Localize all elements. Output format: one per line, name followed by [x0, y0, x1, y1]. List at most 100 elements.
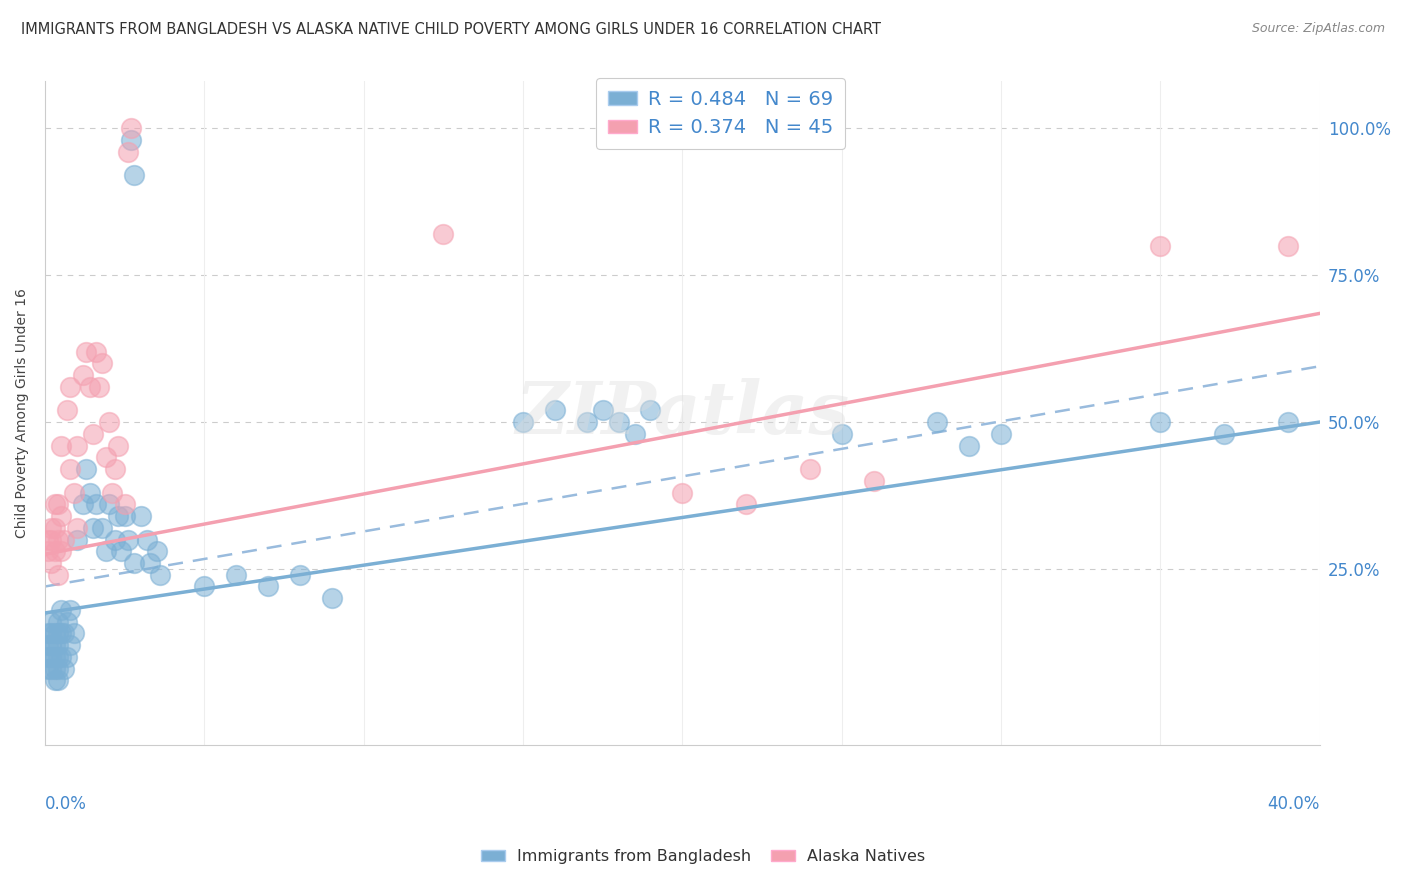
Point [735, 497, 758, 511]
Point [41, 556, 63, 570]
Point [257, 579, 280, 593]
Point [136, 533, 159, 547]
Point [46, 626, 69, 640]
Point [671, 485, 693, 500]
Point [104, 462, 127, 476]
Point [862, 474, 884, 488]
Point [120, 121, 142, 136]
Point [114, 508, 136, 523]
Point [44, 650, 66, 665]
Point [53, 662, 76, 676]
Point [1277, 415, 1299, 429]
Point [114, 497, 136, 511]
Point [56, 615, 79, 629]
Point [193, 579, 215, 593]
Point [46, 673, 69, 688]
Point [37, 544, 59, 558]
Point [46, 567, 69, 582]
Point [53, 533, 76, 547]
Point [59, 638, 82, 652]
Point [46, 497, 69, 511]
Point [89, 380, 111, 394]
Point [37, 626, 59, 640]
Point [432, 227, 454, 241]
Legend: R = 0.484   N = 69, R = 0.374   N = 45: R = 0.484 N = 69, R = 0.374 N = 45 [596, 78, 845, 149]
Point [79, 380, 101, 394]
Point [37, 533, 59, 547]
Point [84, 497, 107, 511]
Point [82, 521, 104, 535]
Point [122, 169, 145, 183]
Point [831, 426, 853, 441]
Point [512, 415, 534, 429]
Point [44, 638, 66, 652]
Point [41, 638, 63, 652]
Point [41, 626, 63, 640]
Point [129, 508, 152, 523]
Point [97, 497, 120, 511]
Point [107, 438, 129, 452]
Point [46, 615, 69, 629]
Point [59, 462, 82, 476]
Point [94, 450, 117, 465]
Point [84, 344, 107, 359]
Point [66, 438, 89, 452]
Point [56, 650, 79, 665]
Legend: Immigrants from Bangladesh, Alaska Natives: Immigrants from Bangladesh, Alaska Nativ… [474, 843, 932, 871]
Point [56, 403, 79, 417]
Point [110, 544, 132, 558]
Point [117, 533, 139, 547]
Y-axis label: Child Poverty Among Girls Under 16: Child Poverty Among Girls Under 16 [15, 288, 30, 538]
Point [41, 533, 63, 547]
Text: 40.0%: 40.0% [1267, 795, 1320, 813]
Point [640, 403, 662, 417]
Point [149, 567, 172, 582]
Point [75, 462, 97, 476]
Point [957, 438, 980, 452]
Point [49, 650, 72, 665]
Point [120, 133, 142, 147]
Point [321, 591, 343, 606]
Point [59, 380, 82, 394]
Point [139, 556, 162, 570]
Point [101, 485, 124, 500]
Point [145, 544, 167, 558]
Text: Source: ZipAtlas.com: Source: ZipAtlas.com [1251, 22, 1385, 36]
Point [41, 662, 63, 676]
Point [592, 403, 614, 417]
Point [66, 521, 89, 535]
Point [91, 356, 114, 370]
Point [1277, 239, 1299, 253]
Point [49, 603, 72, 617]
Point [607, 415, 630, 429]
Point [990, 426, 1012, 441]
Point [46, 650, 69, 665]
Point [104, 533, 127, 547]
Point [37, 662, 59, 676]
Point [46, 638, 69, 652]
Text: ZIPatlas: ZIPatlas [515, 377, 849, 449]
Point [37, 638, 59, 652]
Point [107, 508, 129, 523]
Point [62, 485, 84, 500]
Point [49, 438, 72, 452]
Point [37, 650, 59, 665]
Point [122, 556, 145, 570]
Point [1149, 415, 1171, 429]
Point [575, 415, 598, 429]
Point [46, 662, 69, 676]
Point [44, 521, 66, 535]
Point [799, 462, 821, 476]
Point [49, 508, 72, 523]
Point [94, 544, 117, 558]
Point [41, 615, 63, 629]
Point [46, 533, 69, 547]
Point [1149, 239, 1171, 253]
Point [91, 521, 114, 535]
Point [117, 145, 139, 159]
Point [44, 544, 66, 558]
Point [72, 368, 94, 382]
Point [49, 544, 72, 558]
Point [1213, 426, 1236, 441]
Point [41, 521, 63, 535]
